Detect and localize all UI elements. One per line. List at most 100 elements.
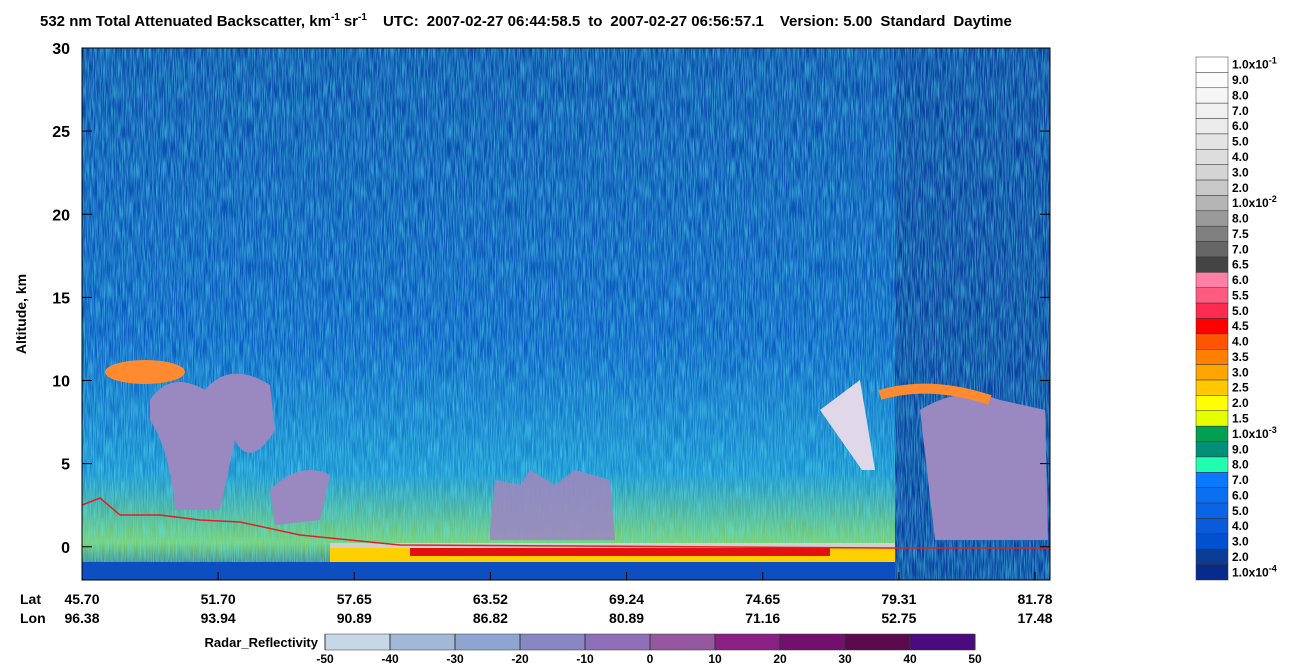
radar-tick-label: 50 xyxy=(968,652,982,666)
y-tick-label: 30 xyxy=(52,41,70,58)
surface xyxy=(330,543,895,548)
surface xyxy=(410,548,830,556)
colorbar-swatch xyxy=(1195,487,1229,504)
colorbar-label: 2.0 xyxy=(1232,550,1249,564)
colorbar-swatch xyxy=(1195,149,1229,165)
lat-tick-label: 79.31 xyxy=(881,591,916,607)
colorbar-label-text: 6.5 xyxy=(1232,258,1249,272)
cloud-edge xyxy=(878,383,992,405)
radar-tick-label: 10 xyxy=(708,652,722,666)
colorbar-swatch xyxy=(1195,256,1229,273)
cloud xyxy=(105,360,185,384)
colorbar-label: 1.0x10-2 xyxy=(1232,194,1277,210)
cloud xyxy=(270,470,330,525)
radar-tick-label: 30 xyxy=(838,652,852,666)
lat-label: Lat xyxy=(20,591,41,607)
colorbar-label-text: 1.0x10 xyxy=(1232,196,1269,210)
colorbar-label: 7.0 xyxy=(1232,473,1249,487)
lat-tick-label: 69.24 xyxy=(609,591,644,607)
y-tick-label: 10 xyxy=(52,374,70,391)
colorbar-label-text: 8.0 xyxy=(1232,212,1249,226)
colorbar-label-text: 7.0 xyxy=(1232,104,1249,118)
radar-swatch xyxy=(779,633,846,651)
cloud xyxy=(820,380,875,470)
colorbar-label-text: 6.0 xyxy=(1232,119,1249,133)
radar-swatch xyxy=(844,633,911,651)
lat-tick-label: 81.78 xyxy=(1017,591,1052,607)
colorbar-label-text: 3.0 xyxy=(1232,535,1249,549)
radar-label: Radar_Reflectivity xyxy=(205,635,319,650)
lat-tick-label: 51.70 xyxy=(201,591,236,607)
colorbar-label-text: 7.5 xyxy=(1232,227,1249,241)
colorbar-label: 8.0 xyxy=(1232,212,1249,226)
colorbar-label: 3.0 xyxy=(1232,535,1249,549)
colorbar-label-text: 4.0 xyxy=(1232,335,1249,349)
radar-swatch xyxy=(519,633,586,651)
colorbar-swatch xyxy=(1195,533,1229,550)
title-part: sr xyxy=(344,13,358,30)
colorbar-label-text: 3.5 xyxy=(1232,350,1249,364)
colorbar-label-text: 9.0 xyxy=(1232,442,1249,456)
title-part: UTC: xyxy=(383,13,419,30)
y-tick-label: 15 xyxy=(52,290,70,307)
colorbar-label: 3.0 xyxy=(1232,165,1249,179)
colorbar-swatch xyxy=(1195,210,1229,227)
colorbar-label-text: 5.0 xyxy=(1232,504,1249,518)
y-tick-label: 5 xyxy=(61,457,70,474)
colorbar-swatch xyxy=(1195,472,1229,488)
colorbar-label: 6.0 xyxy=(1232,488,1249,502)
surface-line xyxy=(81,497,1050,549)
colorbar-swatch xyxy=(1195,87,1229,104)
colorbar-label-exp: -4 xyxy=(1269,563,1277,573)
colorbar-label-text: 2.0 xyxy=(1232,181,1249,195)
colorbar-swatch xyxy=(1195,72,1229,89)
title-part: 2007-02-27 06:56:57.1 xyxy=(610,13,763,30)
lat-tick-label: 57.65 xyxy=(337,591,372,607)
lon-tick-label: 86.82 xyxy=(473,610,508,626)
radar-tick-label: -10 xyxy=(576,652,594,666)
y-axis-label: Altitude, km xyxy=(13,274,29,354)
radar-tick-label: -20 xyxy=(511,652,529,666)
colorbar-swatch xyxy=(1195,318,1229,335)
colorbar-label: 3.0 xyxy=(1232,365,1249,379)
radar-swatch xyxy=(454,633,521,651)
colorbar-swatch xyxy=(1195,349,1229,365)
radar-tick-label: -30 xyxy=(446,652,464,666)
colorbar-label: 4.5 xyxy=(1232,319,1249,333)
colorbar-swatch xyxy=(1195,425,1229,442)
colorbar-swatch xyxy=(1195,364,1229,381)
colorbar-label-exp: -3 xyxy=(1269,425,1277,435)
cloud xyxy=(150,373,275,510)
colorbar-label: 3.5 xyxy=(1232,350,1249,364)
colorbar-label: 8.0 xyxy=(1232,458,1249,472)
colorbar-swatch xyxy=(1195,395,1229,412)
lon-tick-label: 71.16 xyxy=(745,610,780,626)
radar-tick-label: -40 xyxy=(381,652,399,666)
title-part: -1 xyxy=(358,12,367,23)
colorbar-label-text: 9.0 xyxy=(1232,73,1249,87)
colorbar-swatch xyxy=(1195,179,1229,196)
lon-tick-label: 90.89 xyxy=(337,610,372,626)
colorbar-label: 9.0 xyxy=(1232,442,1249,456)
colorbar-label: 6.5 xyxy=(1232,258,1249,272)
lon-tick-label: 52.75 xyxy=(881,610,916,626)
lat-tick-label: 45.70 xyxy=(64,591,99,607)
title-part: 532 nm Total Attenuated Backscatter, km xyxy=(40,13,331,30)
y-tick-label: 25 xyxy=(52,124,70,141)
radar-tick-label: -50 xyxy=(316,652,334,666)
colorbar-label: 1.0x10-3 xyxy=(1232,425,1277,441)
colorbar-label-text: 6.0 xyxy=(1232,488,1249,502)
radar-swatch xyxy=(649,633,716,651)
colorbar-label: 7.0 xyxy=(1232,104,1249,118)
colorbar-label-text: 7.0 xyxy=(1232,242,1249,256)
colorbar-label-text: 1.5 xyxy=(1232,411,1249,425)
lon-tick-label: 93.94 xyxy=(201,610,236,626)
colorbar-label: 4.0 xyxy=(1232,519,1249,533)
colorbar-label: 6.0 xyxy=(1232,273,1249,287)
radar-tick-label: 40 xyxy=(903,652,917,666)
lon-label: Lon xyxy=(20,610,46,626)
colorbar-swatch xyxy=(1195,195,1229,212)
colorbar-swatch xyxy=(1195,56,1229,73)
radar-tick-label: 0 xyxy=(647,652,654,666)
